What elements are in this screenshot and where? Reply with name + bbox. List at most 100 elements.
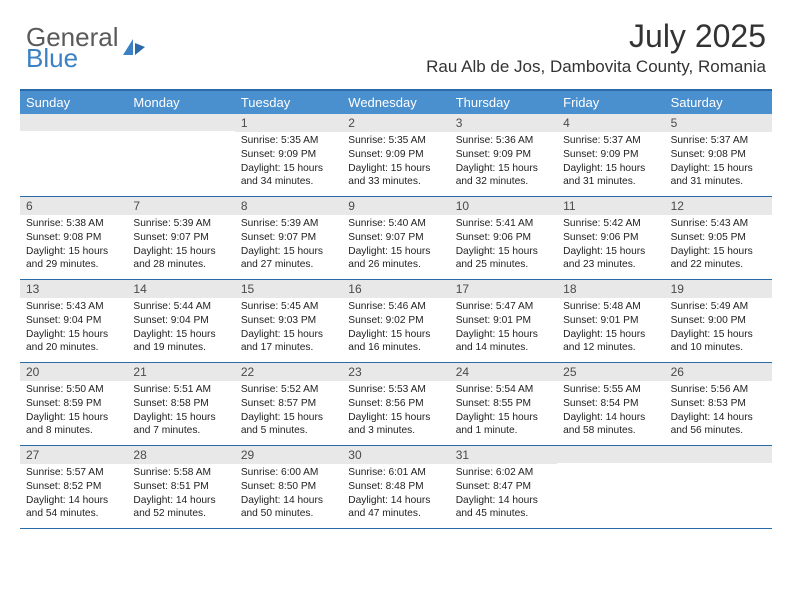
calendar-cell: 22Sunrise: 5:52 AMSunset: 8:57 PMDayligh… — [235, 363, 342, 445]
day-number: 11 — [557, 197, 664, 215]
daylight-text: Daylight: 15 hours and 34 minutes. — [241, 162, 338, 190]
day-info: Sunrise: 5:39 AMSunset: 9:07 PMDaylight:… — [127, 215, 234, 276]
calendar-cell: 14Sunrise: 5:44 AMSunset: 9:04 PMDayligh… — [127, 280, 234, 362]
sunrise-text: Sunrise: 5:49 AM — [671, 300, 768, 314]
daylight-text: Daylight: 15 hours and 7 minutes. — [133, 411, 230, 439]
daylight-text: Daylight: 15 hours and 10 minutes. — [671, 328, 768, 356]
calendar-cell: 10Sunrise: 5:41 AMSunset: 9:06 PMDayligh… — [450, 197, 557, 279]
day-number: 3 — [450, 114, 557, 132]
weeks-container: 1Sunrise: 5:35 AMSunset: 9:09 PMDaylight… — [20, 114, 772, 529]
day-number: 23 — [342, 363, 449, 381]
calendar-cell: 13Sunrise: 5:43 AMSunset: 9:04 PMDayligh… — [20, 280, 127, 362]
sunrise-text: Sunrise: 5:52 AM — [241, 383, 338, 397]
day-number: 10 — [450, 197, 557, 215]
day-number: 25 — [557, 363, 664, 381]
dayhead-thu: Thursday — [450, 91, 557, 114]
calendar-cell: 28Sunrise: 5:58 AMSunset: 8:51 PMDayligh… — [127, 446, 234, 528]
day-info: Sunrise: 5:56 AMSunset: 8:53 PMDaylight:… — [665, 381, 772, 442]
daylight-text: Daylight: 15 hours and 26 minutes. — [348, 245, 445, 273]
sunrise-text: Sunrise: 5:48 AM — [563, 300, 660, 314]
sunset-text: Sunset: 8:53 PM — [671, 397, 768, 411]
logo: General Blue — [26, 26, 147, 71]
sunset-text: Sunset: 8:51 PM — [133, 480, 230, 494]
sunrise-text: Sunrise: 5:43 AM — [26, 300, 123, 314]
calendar-cell: 27Sunrise: 5:57 AMSunset: 8:52 PMDayligh… — [20, 446, 127, 528]
dayhead-sat: Saturday — [665, 91, 772, 114]
calendar-cell: 25Sunrise: 5:55 AMSunset: 8:54 PMDayligh… — [557, 363, 664, 445]
sunset-text: Sunset: 9:04 PM — [26, 314, 123, 328]
calendar-cell — [665, 446, 772, 528]
dayhead-tue: Tuesday — [235, 91, 342, 114]
day-info: Sunrise: 5:51 AMSunset: 8:58 PMDaylight:… — [127, 381, 234, 442]
sunrise-text: Sunrise: 5:40 AM — [348, 217, 445, 231]
day-number — [127, 114, 234, 131]
weekday-header: Sunday Monday Tuesday Wednesday Thursday… — [20, 91, 772, 114]
calendar-cell: 19Sunrise: 5:49 AMSunset: 9:00 PMDayligh… — [665, 280, 772, 362]
calendar-cell: 26Sunrise: 5:56 AMSunset: 8:53 PMDayligh… — [665, 363, 772, 445]
sunset-text: Sunset: 9:07 PM — [348, 231, 445, 245]
daylight-text: Daylight: 15 hours and 27 minutes. — [241, 245, 338, 273]
daylight-text: Daylight: 15 hours and 16 minutes. — [348, 328, 445, 356]
sunset-text: Sunset: 8:50 PM — [241, 480, 338, 494]
daylight-text: Daylight: 15 hours and 29 minutes. — [26, 245, 123, 273]
calendar-cell: 4Sunrise: 5:37 AMSunset: 9:09 PMDaylight… — [557, 114, 664, 196]
daylight-text: Daylight: 15 hours and 31 minutes. — [671, 162, 768, 190]
day-number: 9 — [342, 197, 449, 215]
sunrise-text: Sunrise: 5:41 AM — [456, 217, 553, 231]
sunrise-text: Sunrise: 5:56 AM — [671, 383, 768, 397]
daylight-text: Daylight: 14 hours and 45 minutes. — [456, 494, 553, 522]
sunrise-text: Sunrise: 5:58 AM — [133, 466, 230, 480]
daylight-text: Daylight: 15 hours and 28 minutes. — [133, 245, 230, 273]
sunset-text: Sunset: 9:09 PM — [348, 148, 445, 162]
sunrise-text: Sunrise: 5:35 AM — [348, 134, 445, 148]
calendar-cell: 24Sunrise: 5:54 AMSunset: 8:55 PMDayligh… — [450, 363, 557, 445]
sail-icon — [121, 37, 147, 64]
sunset-text: Sunset: 8:59 PM — [26, 397, 123, 411]
calendar-cell: 29Sunrise: 6:00 AMSunset: 8:50 PMDayligh… — [235, 446, 342, 528]
sunrise-text: Sunrise: 5:39 AM — [133, 217, 230, 231]
day-info: Sunrise: 5:46 AMSunset: 9:02 PMDaylight:… — [342, 298, 449, 359]
sunrise-text: Sunrise: 5:42 AM — [563, 217, 660, 231]
sunset-text: Sunset: 9:02 PM — [348, 314, 445, 328]
day-number: 16 — [342, 280, 449, 298]
day-info: Sunrise: 5:37 AMSunset: 9:09 PMDaylight:… — [557, 132, 664, 193]
sunrise-text: Sunrise: 5:39 AM — [241, 217, 338, 231]
sunrise-text: Sunrise: 5:38 AM — [26, 217, 123, 231]
daylight-text: Daylight: 15 hours and 12 minutes. — [563, 328, 660, 356]
day-number: 30 — [342, 446, 449, 464]
day-info: Sunrise: 5:44 AMSunset: 9:04 PMDaylight:… — [127, 298, 234, 359]
day-info: Sunrise: 5:47 AMSunset: 9:01 PMDaylight:… — [450, 298, 557, 359]
day-info: Sunrise: 6:01 AMSunset: 8:48 PMDaylight:… — [342, 464, 449, 525]
calendar-cell: 3Sunrise: 5:36 AMSunset: 9:09 PMDaylight… — [450, 114, 557, 196]
sunset-text: Sunset: 9:06 PM — [563, 231, 660, 245]
calendar-week: 20Sunrise: 5:50 AMSunset: 8:59 PMDayligh… — [20, 363, 772, 446]
sunrise-text: Sunrise: 6:02 AM — [456, 466, 553, 480]
day-number: 17 — [450, 280, 557, 298]
day-info: Sunrise: 5:49 AMSunset: 9:00 PMDaylight:… — [665, 298, 772, 359]
calendar-cell: 15Sunrise: 5:45 AMSunset: 9:03 PMDayligh… — [235, 280, 342, 362]
daylight-text: Daylight: 15 hours and 8 minutes. — [26, 411, 123, 439]
sunset-text: Sunset: 9:04 PM — [133, 314, 230, 328]
day-number: 26 — [665, 363, 772, 381]
calendar-cell: 31Sunrise: 6:02 AMSunset: 8:47 PMDayligh… — [450, 446, 557, 528]
sunset-text: Sunset: 9:07 PM — [133, 231, 230, 245]
sunset-text: Sunset: 9:09 PM — [563, 148, 660, 162]
daylight-text: Daylight: 14 hours and 52 minutes. — [133, 494, 230, 522]
day-number: 7 — [127, 197, 234, 215]
calendar-cell: 6Sunrise: 5:38 AMSunset: 9:08 PMDaylight… — [20, 197, 127, 279]
day-number: 15 — [235, 280, 342, 298]
sunset-text: Sunset: 9:07 PM — [241, 231, 338, 245]
sunset-text: Sunset: 9:03 PM — [241, 314, 338, 328]
location: Rau Alb de Jos, Dambovita County, Romani… — [426, 57, 766, 77]
calendar-cell: 12Sunrise: 5:43 AMSunset: 9:05 PMDayligh… — [665, 197, 772, 279]
sunset-text: Sunset: 8:56 PM — [348, 397, 445, 411]
calendar-week: 6Sunrise: 5:38 AMSunset: 9:08 PMDaylight… — [20, 197, 772, 280]
sunrise-text: Sunrise: 5:50 AM — [26, 383, 123, 397]
daylight-text: Daylight: 14 hours and 54 minutes. — [26, 494, 123, 522]
day-info: Sunrise: 5:40 AMSunset: 9:07 PMDaylight:… — [342, 215, 449, 276]
day-info: Sunrise: 5:52 AMSunset: 8:57 PMDaylight:… — [235, 381, 342, 442]
day-number: 21 — [127, 363, 234, 381]
calendar-cell: 17Sunrise: 5:47 AMSunset: 9:01 PMDayligh… — [450, 280, 557, 362]
calendar-cell: 23Sunrise: 5:53 AMSunset: 8:56 PMDayligh… — [342, 363, 449, 445]
calendar-cell: 21Sunrise: 5:51 AMSunset: 8:58 PMDayligh… — [127, 363, 234, 445]
